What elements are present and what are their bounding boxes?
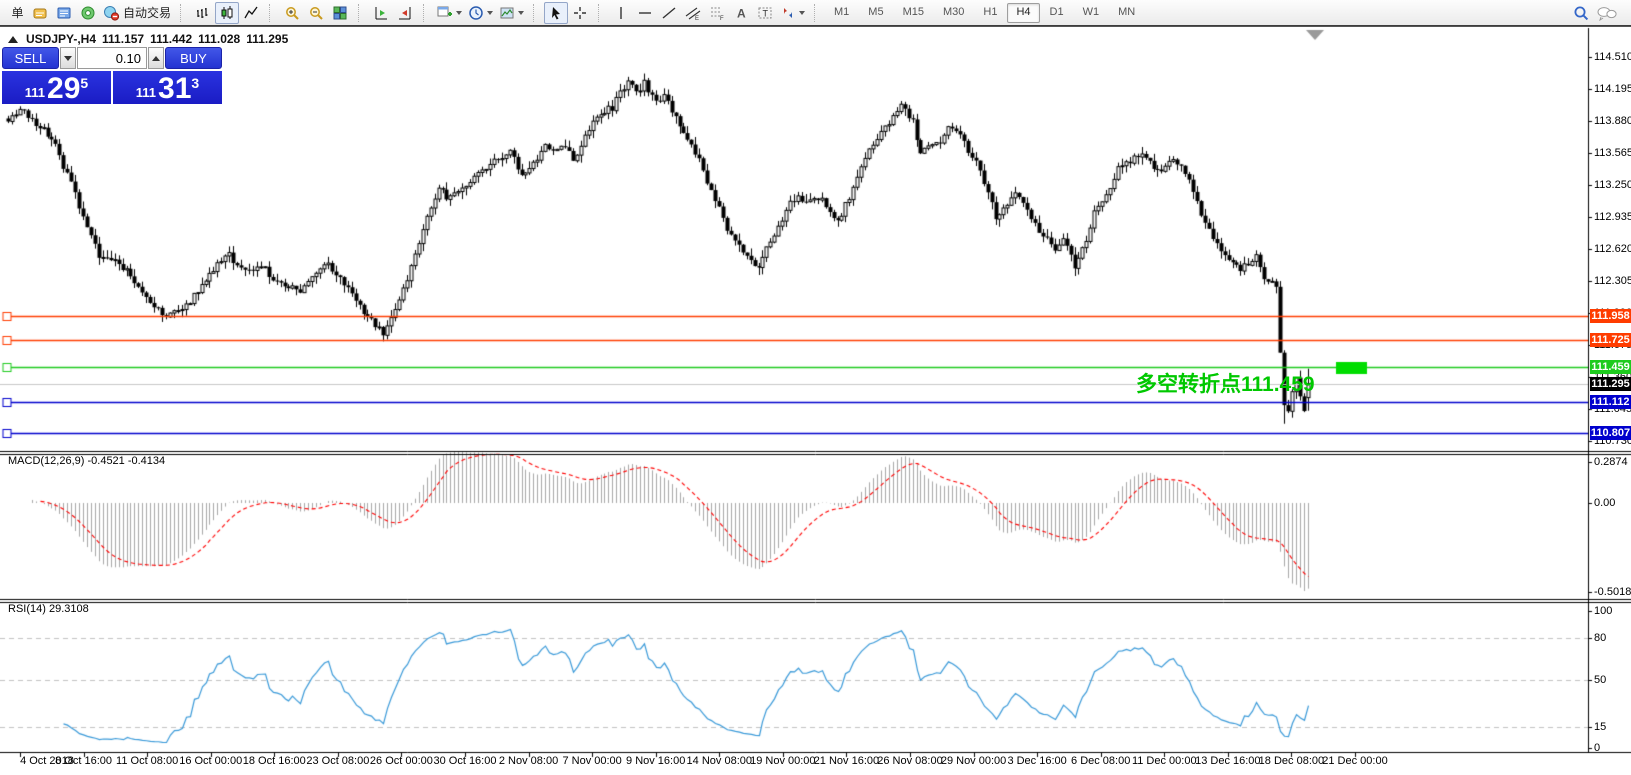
price-axis-label: 112.620 (1594, 243, 1631, 255)
time-axis-label: 21 Dec 00:00 (1322, 755, 1388, 767)
sell-price-display[interactable]: 111 29 5 (2, 71, 111, 104)
time-axis-label: 8 Oct 16:00 (55, 755, 112, 767)
volume-input[interactable] (77, 47, 147, 69)
time-axis-label: 29 Nov 00:00 (940, 755, 1007, 767)
sell-price-pip: 5 (80, 75, 89, 91)
chart-title: USDJPY-,H4 111.157 111.442 111.028 111.2… (8, 32, 288, 46)
time-axis-label: 26 Oct 00:00 (369, 755, 433, 767)
time-axis-label: 9 Nov 16:00 (626, 755, 686, 767)
rsi-scale-label: 80 (1594, 632, 1607, 645)
rsi-scale-label: 100 (1594, 605, 1613, 617)
rsi-scale-label: 0 (1594, 742, 1601, 754)
buy-price-prefix: 111 (135, 85, 157, 100)
price-axis-label: 112.935 (1594, 211, 1631, 223)
macd-scale-label: -0.5018 (1594, 586, 1631, 598)
time-axis-label: 18 Dec 08:00 (1258, 755, 1325, 767)
pivot-annotation: 多空转折点111.459 (1136, 373, 1315, 396)
buy-price-pip: 3 (191, 75, 200, 91)
price-level-badge: 110.807 (1590, 426, 1631, 441)
time-axis-label: 19 Nov 00:00 (750, 755, 816, 767)
time-axis-label: 18 Oct 16:00 (242, 755, 306, 767)
ohlc-low: 111.028 (198, 32, 241, 46)
current-price-badge: 111.295 (1590, 376, 1631, 391)
ohlc-close: 111.295 (246, 32, 289, 46)
pivot-annotation-price: 111.459 (1241, 373, 1315, 396)
price-level-badge: 111.459 (1590, 359, 1631, 374)
one-click-trading-panel: SELL BUY 111 29 5 111 31 3 (2, 47, 222, 104)
time-axis-label: 11 Dec 00:00 (1131, 755, 1197, 767)
sell-price-big: 29 (47, 72, 81, 105)
sell-button[interactable]: SELL (2, 47, 59, 69)
buy-button[interactable]: BUY (165, 47, 222, 69)
time-axis-label: 7 Nov 00:00 (562, 755, 622, 767)
price-axis-label: 113.880 (1594, 115, 1631, 127)
ohlc-high: 111.442 (150, 32, 193, 46)
macd-values: -0.4521 -0.4134 (87, 455, 166, 467)
price-axis-label: 114.510 (1594, 51, 1631, 63)
price-axis-label: 114.195 (1594, 83, 1631, 95)
price-level-badge: 111.958 (1590, 309, 1631, 324)
rsi-label: RSI(14) 29.3108 (8, 603, 89, 615)
collapse-icon[interactable] (8, 35, 18, 43)
macd-label: MACD(12,26,9) -0.4521 -0.4134 (8, 455, 166, 467)
down-arrow-icon (64, 55, 72, 61)
buy-price-display[interactable]: 111 31 3 (113, 71, 222, 104)
up-arrow-icon (152, 55, 160, 61)
time-axis-label: 23 Oct 08:00 (306, 755, 370, 767)
symbol-period: USDJPY-,H4 (26, 32, 97, 46)
time-axis-label: 13 Dec 16:00 (1195, 755, 1261, 767)
price-level-badge: 111.112 (1590, 395, 1631, 410)
rsi-value: 29.3108 (48, 603, 89, 615)
time-axis-label: 30 Oct 16:00 (433, 755, 497, 767)
buy-price-big: 31 (158, 72, 192, 105)
time-axis-label: 14 Nov 08:00 (686, 755, 752, 767)
macd-scale-label: 0.2874 (1594, 456, 1628, 468)
price-axis-label: 113.565 (1594, 147, 1631, 159)
macd-scale-label: 0.00 (1594, 497, 1616, 509)
price-axis-label: 113.250 (1594, 179, 1631, 191)
time-axis-label: 3 Dec 16:00 (1007, 755, 1067, 767)
time-axis-label: 4 Oct 2018 (20, 755, 74, 767)
time-axis-label: 11 Oct 08:00 (116, 755, 179, 767)
ohlc-open: 111.157 (102, 32, 145, 46)
rsi-scale-label: 15 (1594, 721, 1607, 734)
volume-decrease-button[interactable] (60, 47, 76, 69)
price-level-badge: 111.725 (1590, 332, 1631, 347)
volume-increase-button[interactable] (148, 47, 164, 69)
rsi-scale-label: 50 (1594, 673, 1607, 686)
sell-price-prefix: 111 (24, 85, 46, 100)
time-axis-label: 21 Nov 16:00 (813, 755, 880, 767)
time-axis-label: 16 Oct 00:00 (179, 755, 243, 767)
time-axis-label: 2 Nov 08:00 (498, 755, 559, 767)
time-axis-label: 26 Nov 08:00 (877, 755, 943, 767)
price-axis-label: 112.305 (1594, 275, 1631, 287)
time-axis-label: 6 Dec 08:00 (1071, 755, 1131, 767)
